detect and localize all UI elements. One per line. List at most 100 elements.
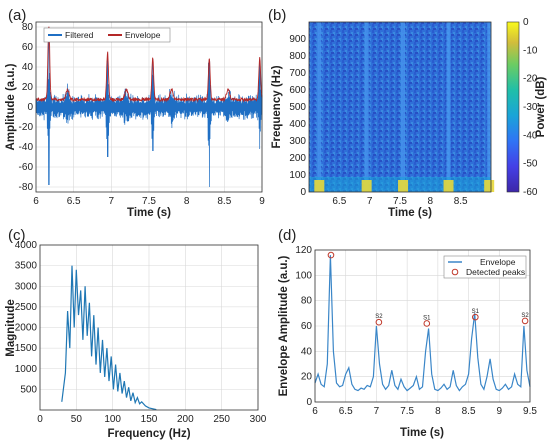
panel-d-xtick: 9 bbox=[497, 406, 503, 417]
panel-b-ytick: 0 bbox=[300, 187, 306, 198]
panel-a-xlabel: Time (s) bbox=[127, 207, 171, 219]
panel-a-xtick: 8.5 bbox=[217, 196, 231, 207]
panel-d-xticks: 6 6.5 7 7.5 8 8.5 9 9.5 bbox=[312, 406, 537, 417]
panel-b-xticks: 6.5 7 7.5 8 8.5 bbox=[332, 196, 468, 207]
panel-a-legend: Filtered Envelope bbox=[43, 27, 171, 43]
panel-b-xlabel: Time (s) bbox=[388, 207, 432, 219]
spectrogram-background bbox=[309, 22, 491, 192]
panel-d-ytick: 0 bbox=[306, 397, 312, 408]
panel-b-ytick: 900 bbox=[289, 34, 306, 45]
peak-marker bbox=[375, 318, 383, 326]
panel-a-yticks: -80 -60 -40 -20 0 20 40 60 80 bbox=[19, 22, 34, 193]
peak-marker bbox=[521, 317, 529, 325]
peak-marker bbox=[472, 313, 479, 321]
panel-c-ytick: 4000 bbox=[15, 240, 38, 251]
panel-c-ytick: 1000 bbox=[15, 364, 38, 375]
panel-a-ytick: 20 bbox=[22, 82, 34, 93]
panel-b-xtick: 6.5 bbox=[332, 196, 346, 207]
spectrogram-hotspot bbox=[443, 180, 454, 192]
panel-c-xtick: 100 bbox=[104, 414, 121, 425]
spectrogram-streak bbox=[446, 22, 451, 192]
panel-d-xtick: 8 bbox=[435, 406, 441, 417]
panel-a-xtick: 7.5 bbox=[142, 196, 156, 207]
spectrogram-streak bbox=[317, 22, 322, 192]
panel-b-xtick: 8.5 bbox=[454, 196, 468, 207]
panel-b-ytick: 200 bbox=[289, 153, 306, 164]
panel-c-yticks: 500 1000 1500 2000 2500 3000 3500 4000 bbox=[15, 240, 38, 395]
peak-marker bbox=[423, 320, 431, 327]
panel-d-xtick: 7.5 bbox=[400, 406, 414, 417]
panel-c-xtick: 200 bbox=[177, 414, 194, 425]
detected-peaks: S2 S1 S1 S2 bbox=[327, 251, 529, 327]
panel-b-axes-frame bbox=[308, 21, 492, 193]
panel-d-ytick: 60 bbox=[301, 321, 313, 332]
panel-a-xtick: 9 bbox=[259, 196, 265, 207]
panel-d-legend: Envelope Detected peaks bbox=[443, 255, 527, 279]
panel-d-ylabel: Envelope Amplitude (a.u.) bbox=[278, 255, 290, 396]
panel-d-ytick: 100 bbox=[295, 270, 312, 281]
panel-d-xtick: 9.5 bbox=[523, 406, 537, 417]
panel-a-ytick: -20 bbox=[19, 122, 34, 133]
colorbar bbox=[506, 21, 520, 193]
peak-label: S1 bbox=[423, 315, 431, 321]
panel-d-xtick: 6 bbox=[312, 406, 318, 417]
panel-d-label: (d) bbox=[278, 227, 296, 244]
panel-a-xtick: 6.5 bbox=[67, 196, 81, 207]
legend-d-peaks: Detected peaks bbox=[466, 267, 525, 277]
colorbar-tick: -60 bbox=[523, 187, 538, 198]
panel-b-ytick: 800 bbox=[289, 51, 306, 62]
panel-d-ytick: 120 bbox=[295, 245, 312, 256]
panel-b: (b) 6.5 7 7.5 8 8.5 0 100 200 300 400 500 600 700 80… bbox=[268, 7, 547, 219]
colorbar-tick: -40 bbox=[523, 130, 538, 141]
panel-b-label: (b) bbox=[268, 7, 286, 24]
panel-c-xtick: 150 bbox=[141, 414, 158, 425]
panel-d-xtick: 8.5 bbox=[462, 406, 476, 417]
envelope-line bbox=[35, 26, 263, 103]
envelope-line bbox=[314, 255, 531, 392]
panel-b-yticks: 0 100 200 300 400 500 600 700 800 900 bbox=[289, 34, 306, 198]
panel-b-ytick: 100 bbox=[289, 170, 306, 181]
panel-c-xtick: 0 bbox=[37, 414, 43, 425]
panel-b-xtick: 7.5 bbox=[393, 196, 407, 207]
panel-c-ytick: 2000 bbox=[15, 323, 38, 334]
panel-c-xtick: 50 bbox=[71, 414, 83, 425]
peak-label: S2 bbox=[375, 314, 383, 320]
spectrogram-hotspot bbox=[361, 180, 372, 192]
panel-d-ytick: 20 bbox=[301, 372, 313, 383]
peak-label: S1 bbox=[472, 309, 480, 315]
panel-a-label: (a) bbox=[8, 7, 26, 24]
panel-a-ytick: 40 bbox=[22, 62, 34, 73]
panel-c: (c) 0 50 100 150 200 250 300 500 1000 1500 2000 25… bbox=[5, 227, 267, 440]
panel-b-xtick: 8 bbox=[428, 196, 434, 207]
colorbar-tick: -20 bbox=[523, 74, 538, 85]
panel-a-ytick: -80 bbox=[19, 182, 34, 193]
panel-b-ytick: 300 bbox=[289, 136, 306, 147]
colorbar-tick: -10 bbox=[523, 45, 538, 56]
panel-a-xtick: 8 bbox=[184, 196, 190, 207]
peak-marker bbox=[327, 251, 335, 259]
panel-c-xtick: 300 bbox=[250, 414, 267, 425]
panel-a-xtick: 6 bbox=[33, 196, 39, 207]
panel-a-ytick: 60 bbox=[22, 42, 34, 53]
spectrogram-streak bbox=[401, 22, 406, 192]
panel-c-xlabel: Frequency (Hz) bbox=[107, 428, 190, 440]
panel-b-ytick: 700 bbox=[289, 68, 306, 79]
colorbar-label: Power (dB) bbox=[535, 76, 547, 137]
panel-c-ytick: 3000 bbox=[15, 281, 38, 292]
panel-a-ytick: -60 bbox=[19, 162, 34, 173]
spectrogram-streak bbox=[487, 22, 492, 192]
panel-c-label: (c) bbox=[8, 227, 26, 244]
panel-a-xtick: 7 bbox=[109, 196, 115, 207]
panel-a-ytick: 0 bbox=[27, 102, 33, 113]
panel-c-xticks: 0 50 100 150 200 250 300 bbox=[37, 414, 267, 425]
panel-c-ytick: 500 bbox=[20, 384, 37, 395]
panel-d-xlabel: Time (s) bbox=[400, 427, 444, 439]
panel-d-xtick: 6.5 bbox=[339, 406, 353, 417]
panel-d-xtick: 7 bbox=[374, 406, 380, 417]
panel-c-ylabel: Magnitude bbox=[5, 299, 17, 357]
spectrogram-hotspot bbox=[484, 180, 495, 192]
panel-c-ytick: 1500 bbox=[15, 343, 38, 354]
colorbar-tick: -50 bbox=[523, 159, 538, 170]
legend-filtered: Filtered bbox=[65, 30, 94, 40]
